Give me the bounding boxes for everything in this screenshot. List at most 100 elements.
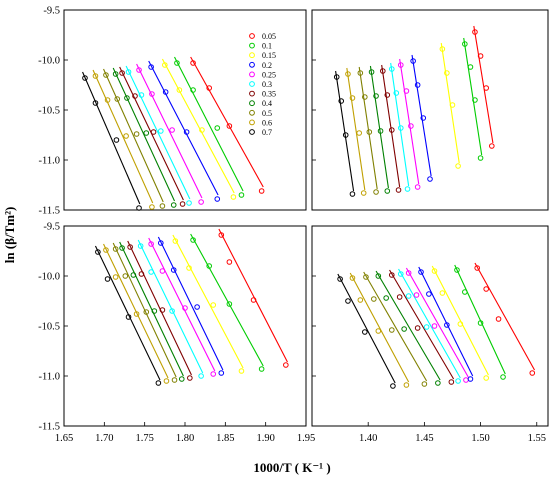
data-point: [405, 270, 412, 276]
legend-marker: [249, 81, 255, 87]
data-point: [150, 129, 157, 135]
fit-line: [375, 270, 441, 381]
data-point: [136, 67, 142, 73]
legend-marker: [249, 129, 255, 135]
data-point: [155, 380, 162, 386]
fit-line: [137, 239, 204, 374]
fit-line: [103, 68, 164, 203]
series-0.2: [410, 54, 433, 182]
legend-label: 0.2: [262, 61, 272, 70]
fit-line: [369, 65, 389, 189]
plot-frame: [311, 225, 549, 427]
data-point: [395, 187, 402, 193]
data-point: [186, 200, 192, 206]
data-point: [368, 69, 375, 75]
data-point: [377, 128, 384, 134]
data-point: [104, 276, 111, 282]
data-point: [238, 368, 245, 374]
legend-item: 0.4: [249, 99, 272, 108]
data-point: [362, 329, 368, 335]
data-point: [414, 325, 421, 331]
series-0.5: [103, 68, 166, 209]
data-point: [375, 328, 382, 334]
data-point: [403, 88, 410, 94]
y-tick-label: -11.0: [39, 156, 60, 167]
fit-line: [335, 70, 355, 192]
data-point: [384, 188, 391, 194]
data-point: [489, 143, 495, 149]
data-point: [338, 98, 345, 104]
data-point: [125, 69, 132, 75]
data-point: [283, 362, 289, 368]
y-tick-label: -9.5: [43, 6, 60, 17]
fit-line: [363, 271, 428, 382]
data-point: [390, 383, 396, 389]
data-point: [218, 232, 225, 238]
data-point: [230, 194, 237, 200]
x-tick-label: 1.45: [415, 433, 433, 444]
data-point: [421, 381, 428, 387]
fit-line: [349, 272, 410, 383]
legend-label: 0.5: [262, 109, 272, 118]
legend-marker: [249, 42, 255, 49]
data-point: [483, 375, 489, 381]
data-point: [397, 125, 404, 131]
data-point: [132, 93, 138, 99]
fit-line: [148, 237, 216, 372]
data-point: [214, 196, 221, 202]
data-point: [366, 129, 373, 135]
data-point: [342, 132, 349, 138]
data-point: [159, 203, 166, 209]
data-point: [210, 371, 217, 377]
data-point: [439, 46, 446, 52]
data-point: [384, 92, 391, 98]
legend-item: 0.6: [249, 118, 272, 127]
legend: 0.050.10.150.20.250.30.350.40.50.60.7: [249, 32, 276, 137]
fit-line: [440, 42, 460, 164]
legend-item: 0.3: [249, 80, 272, 89]
legend-label: 0.7: [262, 128, 272, 137]
series-0.05: [474, 262, 536, 376]
fit-line: [136, 63, 203, 199]
data-point: [226, 301, 233, 307]
legend-item: 0.05: [249, 32, 276, 41]
series-0.1: [462, 37, 484, 161]
data-point: [179, 201, 186, 207]
series-0.05: [472, 25, 495, 149]
data-point: [92, 100, 99, 106]
y-tick-label: -10.5: [38, 322, 60, 333]
series-0.25: [405, 267, 469, 383]
data-point: [410, 58, 416, 64]
data-point: [143, 309, 150, 315]
y-tick-label: -10.0: [38, 56, 60, 67]
data-point: [529, 370, 536, 376]
plot-frame: [311, 9, 549, 211]
data-point: [403, 382, 410, 388]
y-tick-label: -11.5: [39, 422, 60, 433]
legend-label: 0.15: [262, 51, 276, 60]
panel-top-left: -9.5 -10.0 -10.5 -11.0 -11.5: [38, 6, 307, 217]
series-0.25: [148, 237, 217, 377]
legend-item: 0.35: [249, 90, 276, 99]
fit-line: [398, 268, 461, 379]
data-point: [388, 272, 395, 278]
series-0.15: [431, 265, 489, 381]
data-point: [182, 305, 188, 311]
legend-marker: [249, 52, 255, 59]
data-point: [483, 85, 489, 91]
data-point: [163, 378, 170, 384]
data-point: [119, 70, 125, 76]
data-point: [439, 290, 446, 296]
data-point: [500, 374, 506, 380]
data-point: [380, 68, 386, 74]
fit-line: [161, 58, 235, 194]
data-point: [214, 125, 221, 131]
data-point: [420, 115, 427, 121]
data-point: [363, 274, 369, 280]
series-0.1: [190, 233, 265, 372]
x-tick-label: 1.85: [216, 433, 234, 444]
data-point: [92, 73, 99, 79]
data-point: [103, 247, 109, 253]
data-point: [112, 274, 119, 280]
data-point: [113, 137, 120, 143]
